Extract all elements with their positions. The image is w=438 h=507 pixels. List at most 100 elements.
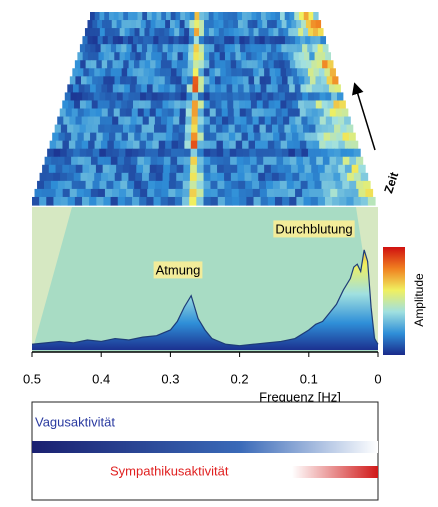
spectrogram-cell bbox=[223, 12, 229, 21]
spectrogram-cell bbox=[258, 116, 266, 126]
spectrogram-cell bbox=[309, 156, 317, 166]
spectrogram-cell bbox=[149, 68, 156, 77]
spectrogram-cell bbox=[165, 132, 173, 142]
spectrogram-cell bbox=[46, 196, 55, 206]
spectrogram-cell bbox=[85, 60, 92, 69]
spectrogram-cell bbox=[148, 172, 157, 182]
spectrogram-cell bbox=[100, 140, 109, 150]
spectrogram-cell bbox=[158, 140, 166, 150]
spectrogram-cell bbox=[182, 52, 189, 61]
spectrogram-cell bbox=[94, 68, 101, 77]
spectrogram-cell bbox=[363, 180, 371, 190]
spectrogram-cell bbox=[117, 196, 126, 206]
spectrogram-cell bbox=[299, 12, 305, 21]
spectrogram-cell bbox=[234, 44, 241, 53]
spectrogram-cell bbox=[112, 84, 120, 94]
vagal-bar bbox=[32, 441, 378, 453]
spectrogram-cell bbox=[198, 52, 205, 61]
spectrogram-cell bbox=[151, 148, 159, 158]
spectrogram-cell bbox=[160, 60, 167, 69]
spectrogram-cell bbox=[218, 12, 224, 21]
spectrogram-cell bbox=[217, 180, 225, 190]
spectrogram-cell bbox=[124, 196, 133, 206]
spectrogram-cell bbox=[187, 76, 194, 85]
spectrogram-cell bbox=[223, 28, 230, 37]
spectrogram-cell bbox=[351, 188, 360, 198]
spectrogram-cell bbox=[123, 60, 130, 69]
spectrogram-cell bbox=[209, 108, 217, 118]
spectrogram-cell bbox=[283, 116, 290, 126]
spectrogram-cell bbox=[168, 180, 177, 190]
spectrogram-cell bbox=[99, 116, 107, 126]
spectrogram-cell bbox=[241, 132, 249, 142]
spectrogram-cell bbox=[101, 84, 108, 94]
spectrogram-cell bbox=[252, 188, 261, 198]
spectrogram-cell bbox=[313, 28, 319, 37]
spectrogram-cell bbox=[177, 148, 185, 158]
spectrogram-cell bbox=[164, 28, 170, 37]
spectrogram-cell bbox=[208, 28, 215, 37]
spectrogram-cell bbox=[187, 60, 194, 69]
spectrogram-cell bbox=[171, 140, 179, 150]
spectrogram-cell bbox=[131, 76, 138, 85]
spectrogram-cell bbox=[69, 188, 78, 198]
spectrogram-cell bbox=[229, 36, 235, 45]
spectrogram-cell bbox=[228, 28, 235, 37]
spectrogram-cell bbox=[104, 188, 113, 198]
spectrogram-cell bbox=[189, 180, 198, 190]
spectrogram-cell bbox=[223, 164, 232, 174]
spectrogram-cell bbox=[284, 164, 292, 174]
spectrogram-cell bbox=[220, 76, 227, 85]
spectrogram-cell bbox=[114, 76, 121, 85]
spectrogram-cell bbox=[247, 20, 254, 29]
spectrogram-cell bbox=[224, 180, 232, 190]
spectrogram-cell bbox=[137, 108, 145, 118]
spectrogram-cell bbox=[223, 156, 231, 166]
spectrogram-cell bbox=[210, 140, 218, 150]
spectrogram-cell bbox=[257, 60, 264, 69]
spectrogram-cell bbox=[242, 20, 249, 29]
spectrogram-cell bbox=[264, 68, 271, 77]
spectrogram-cell bbox=[163, 164, 171, 174]
spectrogram-cell bbox=[90, 84, 97, 94]
spectrogram-cell bbox=[247, 68, 254, 77]
spectrogram-cell bbox=[224, 188, 233, 198]
spectrogram-cell bbox=[193, 60, 200, 69]
spectrogram-cell bbox=[203, 76, 211, 85]
spectrogram-cell bbox=[270, 12, 276, 21]
spectrogram-cell bbox=[105, 92, 112, 102]
spectrogram-cell bbox=[172, 124, 180, 134]
spectrogram-cell bbox=[196, 164, 205, 174]
spectrogram bbox=[32, 12, 376, 206]
spectrogram-cell bbox=[246, 52, 252, 61]
spectrogram-cell bbox=[331, 92, 338, 102]
spectrogram-cell bbox=[270, 76, 278, 85]
spectrogram-cell bbox=[175, 76, 183, 85]
spectrogram-cell bbox=[210, 164, 218, 174]
spectrogram-cell bbox=[209, 124, 217, 134]
spectrogram-cell bbox=[99, 28, 106, 37]
spectrogram-cell bbox=[109, 12, 115, 21]
spectrogram-cell bbox=[131, 148, 140, 158]
spectrogram-cell bbox=[125, 108, 133, 118]
spectrogram-cell bbox=[270, 164, 279, 174]
spectrogram-cell bbox=[328, 84, 336, 94]
spectrogram-cell bbox=[245, 188, 254, 198]
spectrogram-cell bbox=[124, 156, 132, 166]
spectrogram-cell bbox=[137, 12, 143, 21]
spectrogram-cell bbox=[150, 156, 158, 166]
spectrogram-cell bbox=[99, 12, 105, 21]
spectrogram-cell bbox=[222, 140, 230, 150]
spectrogram-cell bbox=[154, 68, 161, 77]
spectrogram-cell bbox=[69, 116, 77, 126]
spectrogram-cell bbox=[301, 148, 309, 158]
spectrogram-cell bbox=[198, 28, 205, 37]
spectrogram-cell bbox=[110, 156, 119, 166]
spectrogram-cell bbox=[124, 28, 131, 37]
spectrogram-cell bbox=[262, 20, 268, 29]
spectrogram-cell bbox=[346, 196, 355, 206]
spectrogram-cell bbox=[342, 156, 350, 166]
spectrogram-cell bbox=[262, 100, 270, 110]
spectrogram-cell bbox=[225, 68, 232, 77]
spectrogram-cell bbox=[245, 180, 253, 190]
